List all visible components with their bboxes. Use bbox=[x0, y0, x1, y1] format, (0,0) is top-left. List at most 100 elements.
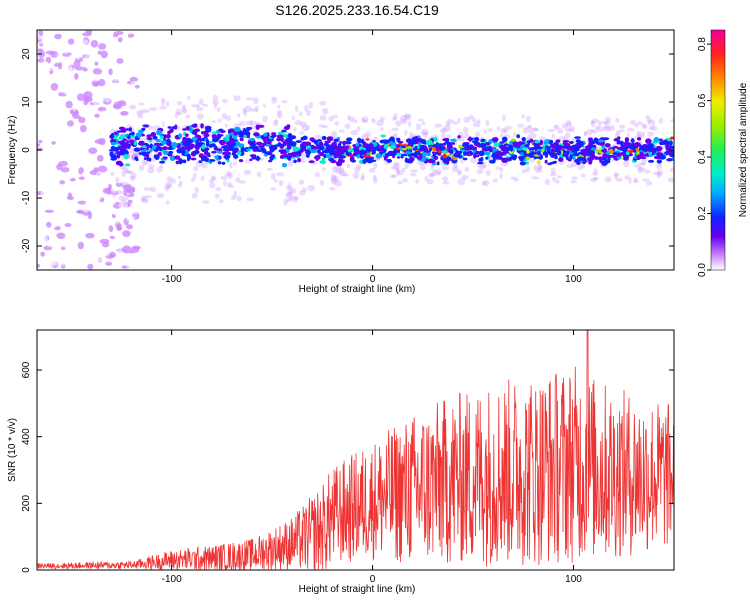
spectrogram-cell bbox=[393, 161, 400, 167]
spectrogram-cell bbox=[333, 138, 339, 143]
spectrogram-cell bbox=[191, 192, 198, 199]
spectrogram-cell bbox=[130, 80, 140, 85]
spectrogram-cell bbox=[551, 143, 557, 149]
spectrogram-cell bbox=[620, 140, 624, 146]
spectrogram-cell bbox=[238, 120, 246, 126]
spectrogram-cell bbox=[69, 152, 74, 158]
spectrogram-cell bbox=[123, 197, 129, 201]
spectrogram-cell bbox=[370, 118, 375, 123]
spectrogram-cell bbox=[125, 186, 133, 192]
spectrogram-cell bbox=[273, 144, 279, 148]
spectrogram-cell bbox=[200, 175, 205, 182]
spectrogram-cell bbox=[601, 160, 608, 166]
spectrogram-cell bbox=[628, 177, 632, 184]
spectrogram-cell bbox=[392, 116, 396, 121]
spectrogram-cell bbox=[616, 152, 623, 157]
spectrogram-cell bbox=[522, 127, 528, 134]
spectrogram-cell bbox=[485, 146, 492, 151]
spectrogram-cell bbox=[225, 148, 229, 152]
spectrogram-cell bbox=[121, 142, 129, 146]
snr-axes: -100 0 100 0 200 400 600 bbox=[21, 330, 674, 585]
spectrogram-cell bbox=[214, 193, 220, 199]
spectrogram-cell bbox=[96, 171, 103, 179]
spectrogram-cell bbox=[616, 146, 624, 150]
spectrogram-cell bbox=[437, 143, 445, 146]
spectrogram-cell bbox=[135, 158, 139, 162]
spectrogram-cell bbox=[236, 113, 241, 118]
spectrogram-cell bbox=[83, 91, 93, 99]
spectrogram-cell bbox=[214, 155, 219, 159]
spectrogram-cell bbox=[298, 190, 306, 196]
spectrogram-cell bbox=[277, 104, 281, 109]
spectrogram-cell bbox=[408, 120, 412, 128]
spectrogram-cell bbox=[46, 154, 51, 161]
spectrogram-cell bbox=[510, 176, 516, 180]
spectrogram-cell bbox=[87, 211, 93, 220]
spectrogram-cell bbox=[379, 127, 384, 131]
spectrogram-cell bbox=[587, 157, 594, 161]
colorbar-tick-label: 0.2 bbox=[697, 206, 708, 220]
spectrogram-cell bbox=[74, 72, 79, 80]
spectrogram-cell bbox=[360, 176, 365, 181]
spectrogram-cell bbox=[121, 245, 132, 254]
spectrogram-cell bbox=[223, 148, 227, 152]
spectrogram-cell bbox=[347, 148, 352, 153]
spectrogram-cell bbox=[554, 124, 558, 130]
spectrogram-cell bbox=[579, 141, 584, 147]
spectrogram-cell bbox=[537, 164, 543, 171]
spectrogram-cell bbox=[220, 175, 228, 181]
spectrogram-cell bbox=[285, 192, 294, 197]
spectrogram-cell bbox=[430, 163, 435, 170]
spectrogram-cell bbox=[235, 177, 241, 183]
spectrogram-cell bbox=[93, 81, 100, 86]
spectrogram-cell bbox=[503, 149, 508, 155]
snr-x-tick-label: 0 bbox=[370, 574, 376, 585]
spectrogram-cell bbox=[415, 178, 420, 184]
spectrogram-cell bbox=[457, 117, 461, 124]
spectrogram-cell bbox=[249, 120, 258, 125]
spectrogram-cell bbox=[76, 93, 86, 101]
spectrogram-cell bbox=[547, 128, 556, 133]
spectrogram-cell bbox=[344, 140, 352, 145]
spectrogram-cell bbox=[201, 144, 206, 149]
spectrogram-cell bbox=[645, 138, 652, 144]
spectrogram-cell bbox=[87, 248, 94, 255]
spectrogram-cell bbox=[242, 127, 247, 134]
spectrogram-cell bbox=[352, 172, 360, 180]
spectrogram-cell bbox=[111, 66, 121, 73]
spectrogram-cell bbox=[449, 148, 454, 155]
spectrogram-cell bbox=[116, 54, 125, 60]
spectrogram-cell bbox=[646, 118, 653, 123]
spectrogram-cell bbox=[238, 159, 244, 163]
spectrogram-cell bbox=[78, 176, 85, 180]
spectrogram-cell bbox=[305, 145, 311, 148]
spectrogram-cell bbox=[409, 156, 415, 162]
spectrogram-cell bbox=[525, 136, 531, 142]
spectrogram-cell bbox=[211, 175, 216, 181]
spectrogram-cell bbox=[154, 154, 160, 160]
spectrogram-cell bbox=[532, 127, 539, 131]
spectrogram-cell bbox=[64, 43, 73, 49]
spectrogram-cell bbox=[652, 171, 661, 176]
spectrogram-cell bbox=[95, 205, 105, 210]
spectrogram-cell bbox=[62, 87, 70, 91]
spectrogram-cell bbox=[67, 38, 75, 45]
spectrogram-cell bbox=[604, 143, 611, 148]
spectrogram-cell bbox=[665, 146, 671, 151]
spectrogram-cell bbox=[37, 143, 41, 147]
spectrogram-cell bbox=[301, 124, 309, 132]
spectrogram-cell bbox=[274, 119, 278, 124]
spectrogram-cell bbox=[523, 152, 528, 156]
spectrogram-cell bbox=[169, 128, 174, 133]
spectrogram-cell bbox=[472, 121, 481, 128]
spectrogram-cell bbox=[542, 151, 547, 156]
spectrogram-cell bbox=[229, 161, 233, 169]
spectrogram-cell bbox=[211, 150, 217, 154]
spectrogram-cell bbox=[616, 156, 622, 160]
spectrogram-cell bbox=[162, 150, 169, 155]
spectrogram-cell bbox=[590, 120, 596, 128]
spectrogram-cell bbox=[645, 115, 650, 120]
spectrogram-cell bbox=[637, 166, 644, 174]
spectrogram-cell bbox=[521, 168, 527, 174]
spectrogram-cell bbox=[326, 136, 334, 142]
